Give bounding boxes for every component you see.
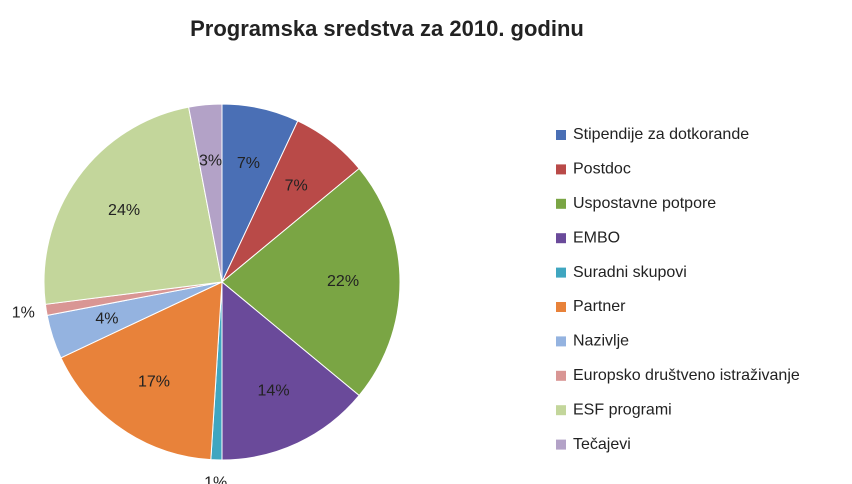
legend-swatch: [556, 439, 566, 450]
data-label: 14%: [258, 383, 290, 400]
legend-label: Uspostavne potpore: [573, 195, 716, 212]
pie-slice: [221, 280, 360, 461]
legend-swatch: [556, 302, 566, 312]
legend-swatch: [556, 198, 566, 209]
data-label: 3%: [199, 153, 222, 170]
legend-swatch: [556, 405, 566, 416]
pie-slice: [188, 103, 223, 283]
data-label: 7%: [237, 155, 260, 172]
legend-swatch: [556, 233, 566, 244]
pie-slice: [60, 281, 223, 461]
legend-swatch: [556, 370, 566, 381]
data-label: 7%: [285, 178, 308, 195]
legend-swatch: [556, 130, 566, 140]
pie-slice: [221, 167, 401, 397]
legend-label: Suradni skupovi: [573, 264, 687, 281]
data-label: 22%: [327, 273, 359, 290]
legend-swatch: [556, 267, 566, 278]
legend-label: Partner: [573, 298, 626, 315]
chart-title: Programska sredstva za 2010. godinu: [190, 16, 584, 41]
legend-label: Europsko društveno istraživanje: [573, 367, 800, 384]
legend-label: Postdoc: [573, 161, 631, 178]
data-label: 4%: [95, 311, 118, 328]
legend-label: Nazivlje: [573, 333, 629, 350]
pie-slice: [43, 106, 223, 305]
legend-swatch: [556, 336, 566, 347]
legend-label: Tečajevi: [573, 436, 631, 453]
legend-label: Stipendije za dotkorande: [573, 126, 749, 143]
legend-label: EMBO: [573, 229, 620, 246]
data-label: 24%: [108, 202, 140, 219]
data-label: 17%: [138, 373, 170, 390]
data-label: 1%: [204, 474, 227, 484]
legend-label: ESF programi: [573, 401, 672, 418]
data-label: 1%: [12, 305, 35, 322]
legend-swatch: [556, 164, 566, 175]
